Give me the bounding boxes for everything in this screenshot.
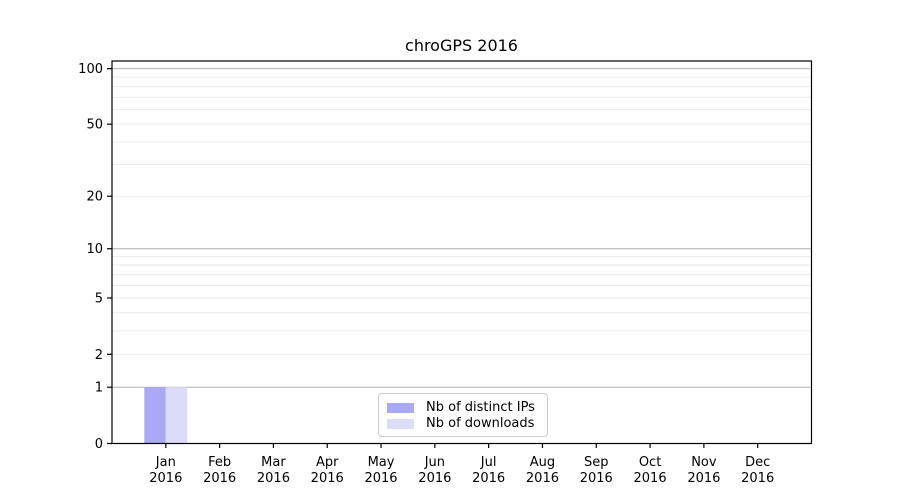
x-tick-label-year: 2016 <box>149 471 182 486</box>
x-tick-label-month: Jan <box>155 455 176 470</box>
x-tick-label-year: 2016 <box>526 471 559 486</box>
x-tick-label-year: 2016 <box>311 471 344 486</box>
chart-title: chroGPS 2016 <box>405 36 518 55</box>
y-tick-label: 0 <box>95 437 103 452</box>
x-tick-label-month: May <box>368 455 395 470</box>
x-tick-label-year: 2016 <box>418 471 451 486</box>
y-tick-label: 20 <box>86 190 103 205</box>
legend-label-distinct-ips: Nb of distinct IPs <box>426 400 535 415</box>
x-tick-label-month: Apr <box>316 455 339 470</box>
y-tick-label: 5 <box>95 291 103 306</box>
x-tick-label-year: 2016 <box>741 471 774 486</box>
bar-nb-of-distinct-ips-jan <box>144 387 166 444</box>
x-tick-label-month: Oct <box>639 455 661 470</box>
y-tick-label: 2 <box>95 348 103 363</box>
legend-label-downloads: Nb of downloads <box>426 416 535 431</box>
legend-item-downloads: Nb of downloads <box>387 416 538 431</box>
legend-item-distinct-ips: Nb of distinct IPs <box>387 400 538 415</box>
x-tick-label-year: 2016 <box>634 471 667 486</box>
x-tick-label-month: Mar <box>261 455 286 470</box>
y-tick-label: 1 <box>95 381 103 396</box>
legend-swatch-downloads <box>387 418 414 429</box>
x-tick-label-month: Nov <box>691 455 717 470</box>
x-tick-label-year: 2016 <box>364 471 397 486</box>
x-tick-label-year: 2016 <box>203 471 236 486</box>
x-tick-label-month: Dec <box>745 455 770 470</box>
x-tick-label-year: 2016 <box>257 471 290 486</box>
x-tick-label-year: 2016 <box>472 471 505 486</box>
y-tick-label: 10 <box>86 242 103 257</box>
x-tick-label-year: 2016 <box>580 471 613 486</box>
y-tick-label: 50 <box>86 118 103 133</box>
x-tick-label-month: Feb <box>208 455 231 470</box>
legend: Nb of distinct IPs Nb of downloads <box>378 393 548 437</box>
y-tick-label: 100 <box>78 62 103 77</box>
x-tick-label-year: 2016 <box>687 471 720 486</box>
x-tick-label-month: Aug <box>530 455 555 470</box>
x-tick-label-month: Sep <box>584 455 609 470</box>
bar-nb-of-downloads-jan <box>165 387 188 444</box>
x-tick-label-month: Jul <box>480 455 497 470</box>
x-tick-label-month: Jun <box>424 455 445 470</box>
plot-border <box>111 60 813 445</box>
legend-swatch-distinct-ips <box>387 402 414 413</box>
